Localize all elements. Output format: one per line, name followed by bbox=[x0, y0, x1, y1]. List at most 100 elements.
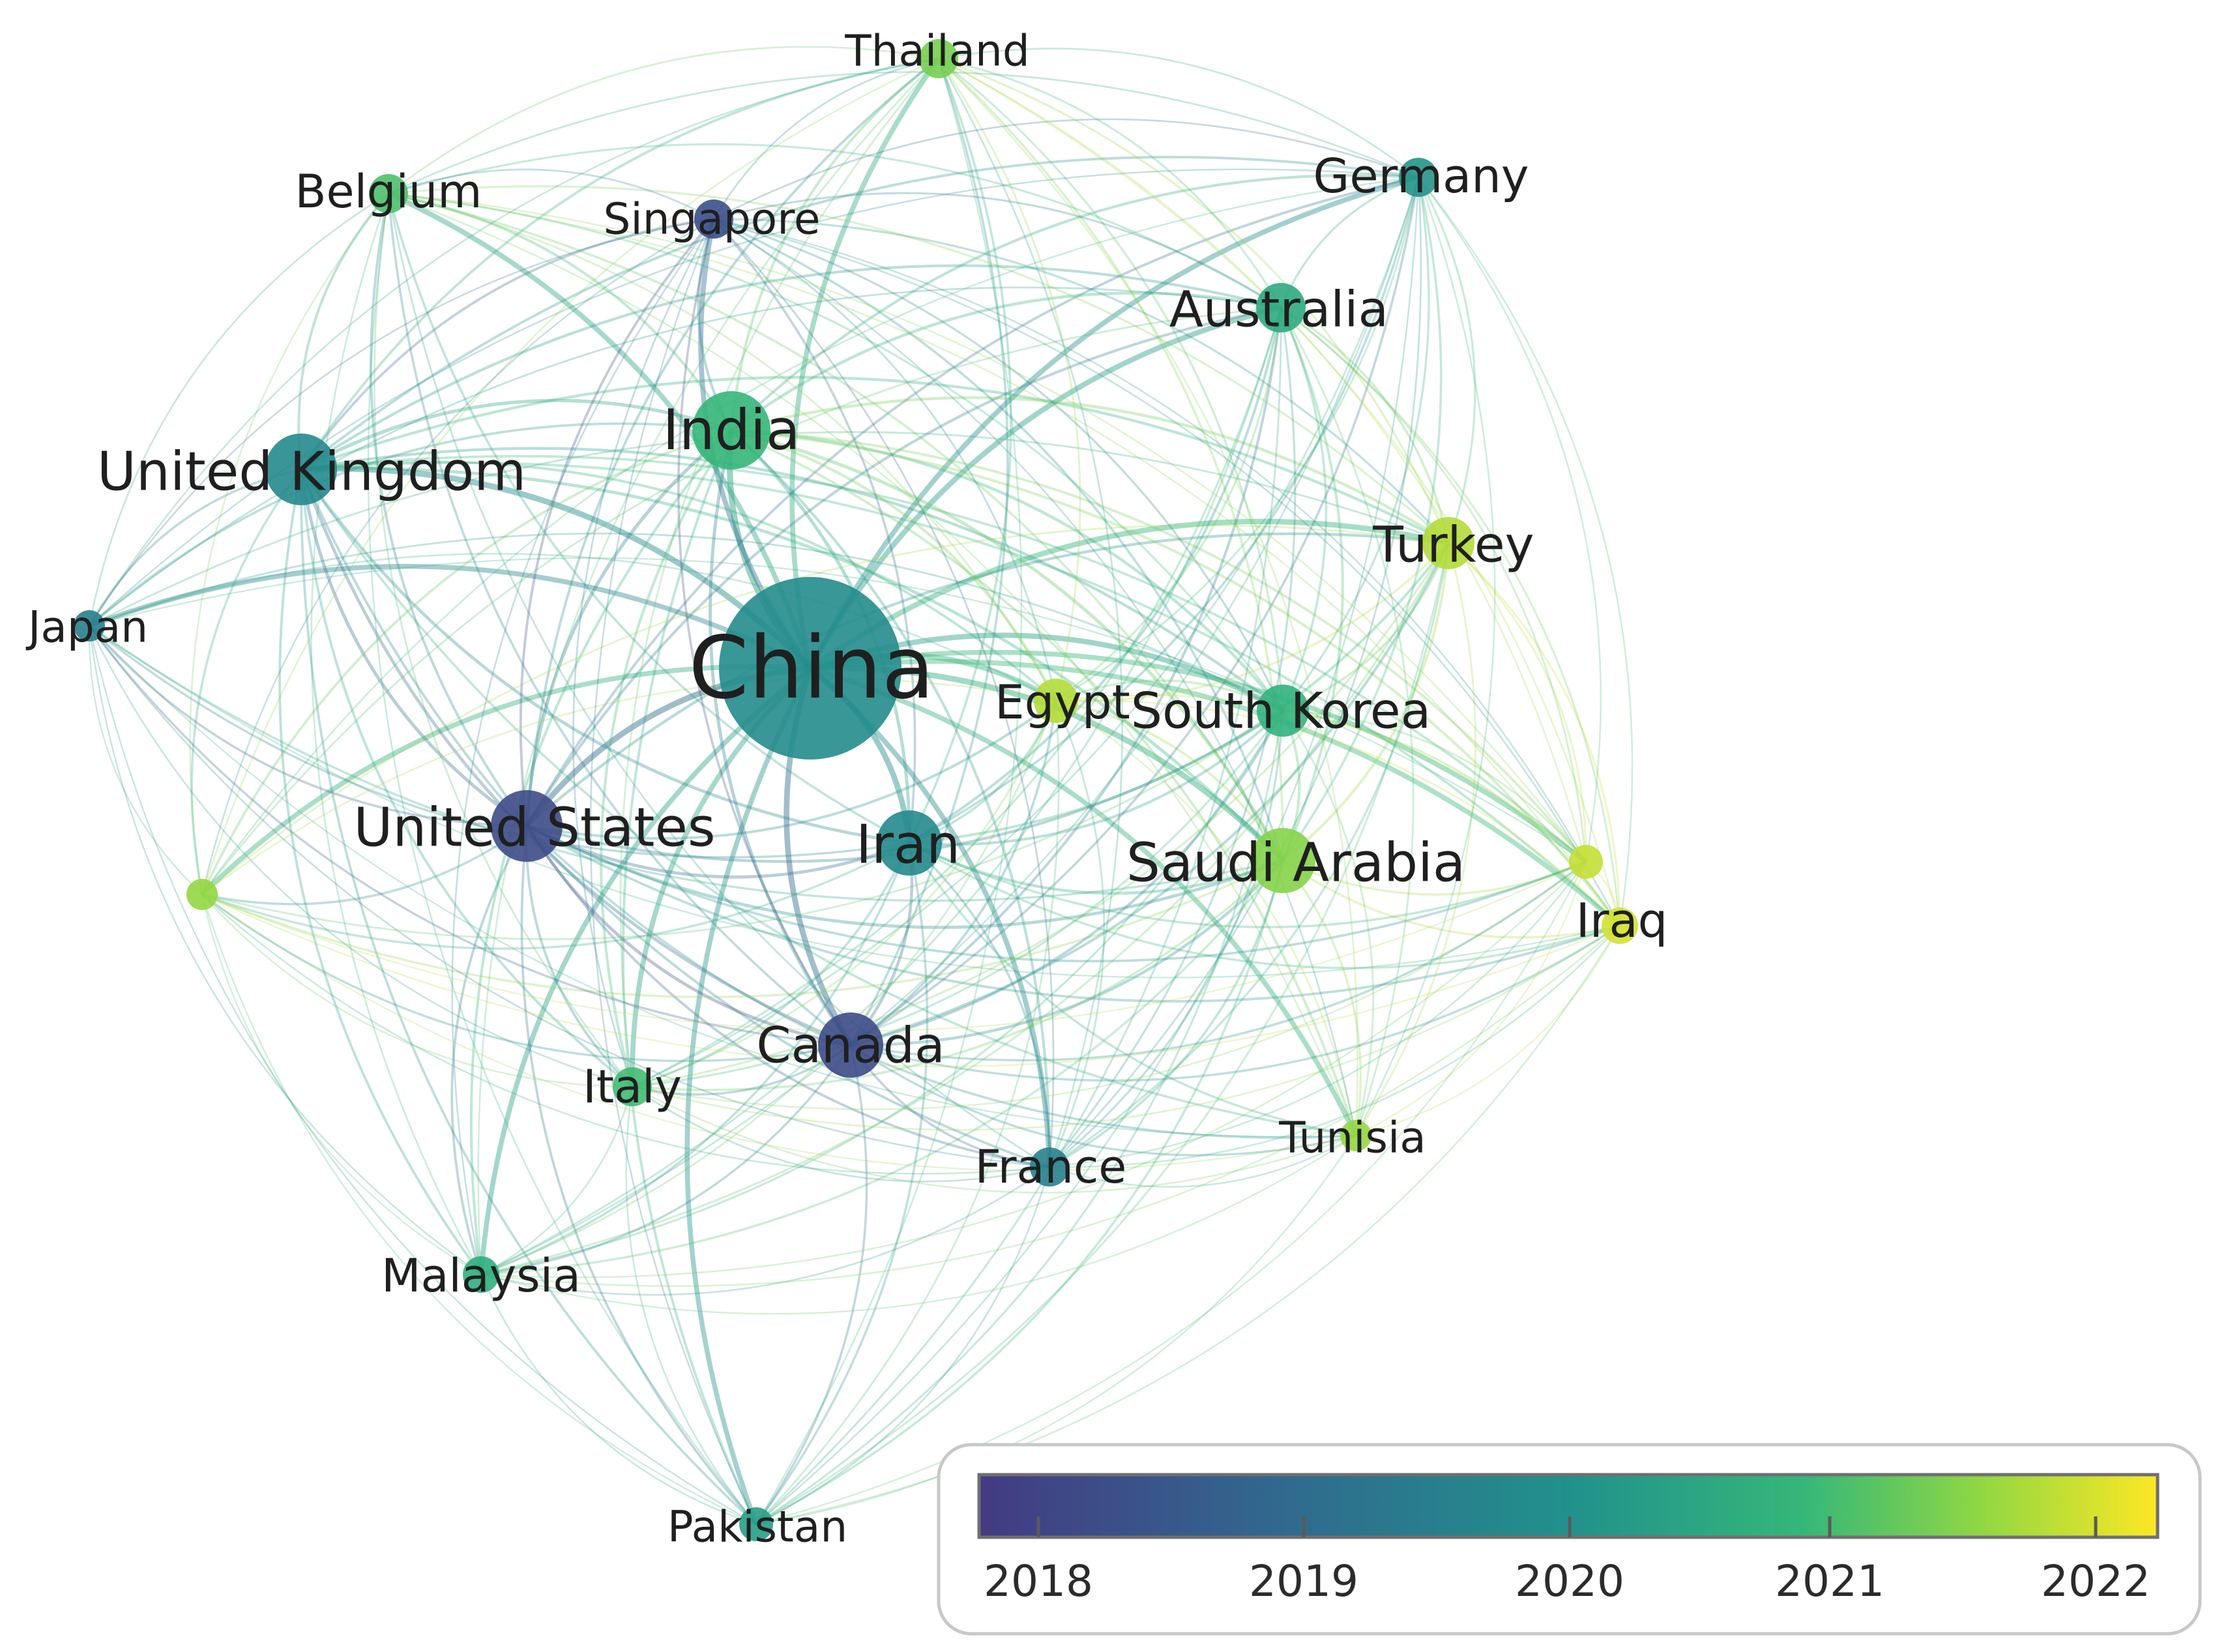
node-singapore[interactable] bbox=[694, 199, 733, 239]
node-malaysia[interactable] bbox=[463, 1256, 499, 1293]
link-saudi-arabia-italy bbox=[632, 859, 1284, 1091]
link-india-iraq bbox=[731, 429, 1621, 927]
link-thailand-japan bbox=[88, 57, 939, 627]
label-singapore: Singapore bbox=[604, 194, 821, 244]
link-united-kingdom-unlabeled-node-a bbox=[190, 468, 302, 895]
node-south-korea[interactable] bbox=[1257, 685, 1309, 737]
node-unlabeled-node-a[interactable] bbox=[186, 879, 218, 910]
link-egypt-malaysia bbox=[480, 700, 1057, 1276]
node-pakistan[interactable] bbox=[739, 1507, 773, 1541]
link-saudi-arabia-tunisia bbox=[1282, 859, 1362, 1136]
link-united-kingdom-germany bbox=[300, 155, 1419, 471]
link-canada-pakistan bbox=[755, 1044, 868, 1526]
node-germany[interactable] bbox=[1399, 158, 1438, 197]
link-egypt-unlabeled-node-a bbox=[201, 677, 1057, 896]
link-belgium-italy bbox=[374, 193, 634, 1087]
link-germany-singapore bbox=[713, 118, 1419, 220]
link-singapore-belgium bbox=[388, 168, 714, 220]
link-canada-iraq bbox=[850, 924, 1620, 1082]
link-australia-japan bbox=[89, 286, 1282, 627]
link-india-turkey bbox=[731, 396, 1450, 544]
link-united-states-japan bbox=[88, 625, 527, 827]
label-egypt: Egypt bbox=[995, 675, 1130, 730]
legend-tick-label-2021: 2021 bbox=[1775, 1556, 1884, 1606]
link-canada-turkey bbox=[850, 542, 1450, 1046]
link-turkey-tunisia bbox=[1355, 542, 1477, 1136]
link-united-kingdom-saudi-arabia bbox=[300, 467, 1284, 862]
node-unlabeled-node-b[interactable] bbox=[1569, 845, 1603, 879]
node-tunisia[interactable] bbox=[1340, 1120, 1371, 1151]
node-china[interactable] bbox=[719, 577, 901, 760]
link-australia-pakistan bbox=[755, 307, 1282, 1526]
link-egypt-unlabeled-node-b bbox=[1055, 694, 1587, 863]
link-germany-japan bbox=[89, 168, 1419, 627]
link-belgium-france bbox=[387, 193, 1050, 1168]
link-saudi-arabia-belgium bbox=[388, 192, 1284, 861]
link-egypt-germany bbox=[1055, 177, 1420, 702]
link-germany-malaysia bbox=[480, 177, 1420, 1276]
label-japan: Japan bbox=[25, 602, 148, 653]
link-thailand-singapore bbox=[712, 57, 939, 220]
link-singapore-iraq bbox=[713, 218, 1621, 926]
link-tunisia-iraq bbox=[1355, 925, 1621, 1137]
link-turkey-belgium bbox=[388, 185, 1450, 544]
link-singapore-tunisia bbox=[713, 218, 1357, 1136]
link-belgium-tunisia bbox=[388, 192, 1357, 1136]
link-united-states-egypt bbox=[526, 700, 1057, 840]
link-south-korea-singapore bbox=[713, 218, 1284, 711]
link-belgium-malaysia bbox=[310, 193, 482, 1275]
node-france[interactable] bbox=[1030, 1147, 1069, 1187]
link-tunisia-unlabeled-node-b bbox=[1355, 861, 1587, 1137]
link-united-states-india bbox=[525, 428, 733, 827]
link-south-korea-thailand bbox=[938, 57, 1284, 711]
link-thailand-tunisia bbox=[938, 58, 1358, 1136]
link-india-japan bbox=[88, 422, 732, 627]
link-saudi-arabia-egypt bbox=[1055, 700, 1284, 861]
link-iran-pakistan bbox=[755, 842, 929, 1526]
node-iraq[interactable] bbox=[1602, 907, 1638, 944]
link-iran-unlabeled-node-a bbox=[201, 842, 910, 950]
node-australia[interactable] bbox=[1256, 283, 1306, 332]
link-iran-malaysia bbox=[480, 842, 911, 1276]
link-italy-unlabeled-node-b bbox=[632, 861, 1587, 1110]
link-india-tunisia bbox=[731, 429, 1357, 1136]
node-belgium[interactable] bbox=[369, 174, 408, 213]
node-iran[interactable] bbox=[877, 810, 942, 876]
link-singapore-japan bbox=[88, 218, 714, 627]
link-malaysia-pakistan bbox=[480, 1274, 757, 1526]
node-saudi-arabia[interactable] bbox=[1250, 828, 1315, 893]
link-india-thailand bbox=[729, 57, 940, 431]
link-canada-egypt bbox=[849, 700, 1057, 1046]
link-united-states-saudi-arabia bbox=[525, 824, 1283, 929]
link-saudi-arabia-turkey bbox=[1282, 542, 1450, 862]
link-india-australia bbox=[730, 291, 1282, 432]
legend-tick-label-2020: 2020 bbox=[1515, 1556, 1624, 1606]
link-japan-france bbox=[89, 625, 1050, 1168]
label-united-kingdom: United Kingdom bbox=[97, 441, 526, 503]
legend-tick-label-2019: 2019 bbox=[1249, 1556, 1358, 1606]
link-united-kingdom-india bbox=[300, 398, 732, 471]
link-south-korea-belgium bbox=[388, 192, 1284, 711]
node-india[interactable] bbox=[692, 391, 770, 469]
link-japan-iraq bbox=[89, 625, 1620, 979]
link-iran-south-korea bbox=[909, 709, 1284, 846]
link-united-states-unlabeled-node-a bbox=[201, 825, 528, 906]
link-united-kingdom-iran bbox=[300, 468, 910, 845]
node-thailand[interactable] bbox=[919, 39, 958, 78]
link-malaysia-unlabeled-node-a bbox=[201, 894, 482, 1276]
link-united-kingdom-south-korea bbox=[300, 447, 1284, 712]
node-turkey[interactable] bbox=[1422, 517, 1474, 569]
link-saudi-arabia-canada bbox=[850, 859, 1284, 1047]
node-italy[interactable] bbox=[613, 1067, 652, 1106]
node-united-states[interactable] bbox=[491, 790, 563, 862]
link-italy-tunisia bbox=[632, 1085, 1356, 1194]
link-italy-pakistan bbox=[625, 1086, 757, 1525]
node-japan[interactable] bbox=[74, 610, 105, 642]
link-india-canada bbox=[709, 430, 853, 1046]
node-canada[interactable] bbox=[818, 1012, 883, 1078]
node-egypt[interactable] bbox=[1034, 679, 1078, 723]
link-saudi-arabia-iran bbox=[908, 841, 1283, 895]
node-united-kingdom[interactable] bbox=[265, 434, 337, 505]
link-iran-italy bbox=[632, 842, 911, 1088]
link-china-australia bbox=[808, 305, 1282, 670]
